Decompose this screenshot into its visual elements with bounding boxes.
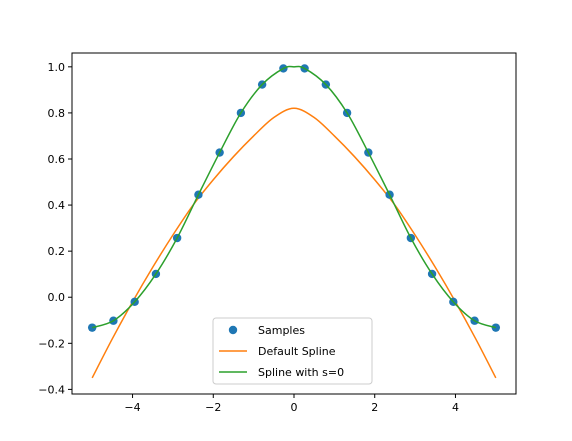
- y-tick-label: 1.0: [48, 61, 66, 74]
- axes: −4 −2 0 2 4 −0.4 −0.2 0.0 0.2 0.4 0.6 0.8 1.0: [38, 52, 517, 414]
- x-tick-label: 4: [452, 401, 459, 414]
- legend-label: Spline with s=0: [258, 366, 344, 379]
- y-tick-label: 0.6: [48, 153, 66, 166]
- x-tick-label: 0: [291, 401, 298, 414]
- plot-area: [87, 64, 501, 379]
- y-tick-label: 0.2: [48, 245, 66, 258]
- y-tick-label: 0.4: [48, 199, 66, 212]
- x-tick-label: −2: [205, 401, 221, 414]
- legend: Samples Default Spline Spline with s=0: [212, 317, 373, 385]
- legend-box: [212, 317, 373, 385]
- legend-marker-samples: [228, 325, 238, 335]
- y-tick-label: −0.2: [38, 337, 65, 350]
- legend-label: Samples: [258, 324, 305, 337]
- x-tick-label: −4: [124, 401, 140, 414]
- legend-label: Default Spline: [258, 345, 336, 358]
- y-tick-label: 0.0: [48, 291, 66, 304]
- y-tick-label: 0.8: [48, 107, 66, 120]
- y-tick-label: −0.4: [38, 383, 65, 396]
- series-line-default-spline: [91, 107, 497, 379]
- series-line-spline-s0: [91, 65, 497, 329]
- x-tick-label: 2: [371, 401, 378, 414]
